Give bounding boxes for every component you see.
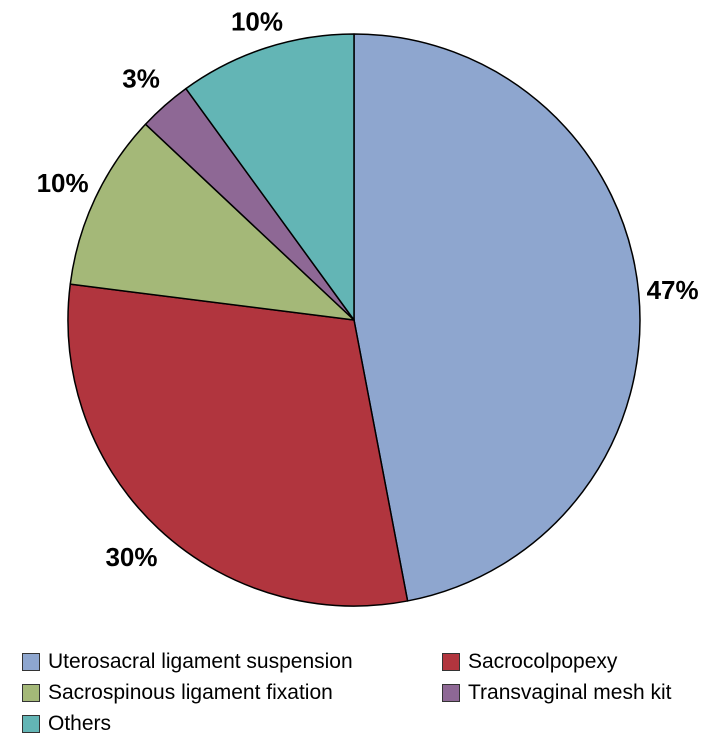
pie-label-4: 10%: [231, 6, 283, 36]
legend-item-mesh-kit: Transvaginal mesh kit: [442, 681, 671, 705]
legend-item-others: Others: [22, 712, 442, 736]
pie-slice-4: [185, 33, 355, 321]
legend-label: Sacrocolpopexy: [468, 649, 618, 673]
legend-swatch: [22, 683, 40, 702]
legend-label: Transvaginal mesh kit: [468, 680, 672, 704]
pie-label-2: 10%: [37, 168, 89, 198]
legend-item-sacrocolpopexy: Sacrocolpopexy: [442, 650, 617, 674]
legend: Uterosacral ligament suspension Sacrocol…: [22, 646, 712, 739]
legend-row: Uterosacral ligament suspension Sacrocol…: [22, 646, 712, 677]
legend-item-uterosacral: Uterosacral ligament suspension: [22, 650, 442, 674]
legend-swatch: [22, 652, 40, 671]
pie-label-1: 30%: [105, 542, 157, 572]
legend-swatch: [22, 714, 40, 733]
pie-slice-1: [67, 283, 409, 607]
legend-swatch: [442, 652, 460, 671]
pie-slice-0: [353, 33, 641, 602]
pie-chart: 47% 30% 10% 3% 10%: [37, 6, 699, 607]
pie-label-0: 47%: [647, 275, 699, 305]
legend-row: Others: [22, 708, 712, 739]
pie-labels: 47% 30% 10% 3% 10%: [37, 6, 699, 572]
legend-item-sacrospinous: Sacrospinous ligament fixation: [22, 681, 442, 705]
legend-swatch: [442, 683, 460, 702]
legend-label: Sacrospinous ligament fixation: [48, 680, 333, 704]
pie-slices: [67, 33, 641, 607]
pie-slice-2: [69, 123, 355, 321]
legend-row: Sacrospinous ligament fixation Transvagi…: [22, 677, 712, 708]
legend-label: Uterosacral ligament suspension: [48, 649, 353, 673]
pie-label-3: 3%: [122, 64, 160, 94]
legend-label: Others: [48, 711, 112, 735]
